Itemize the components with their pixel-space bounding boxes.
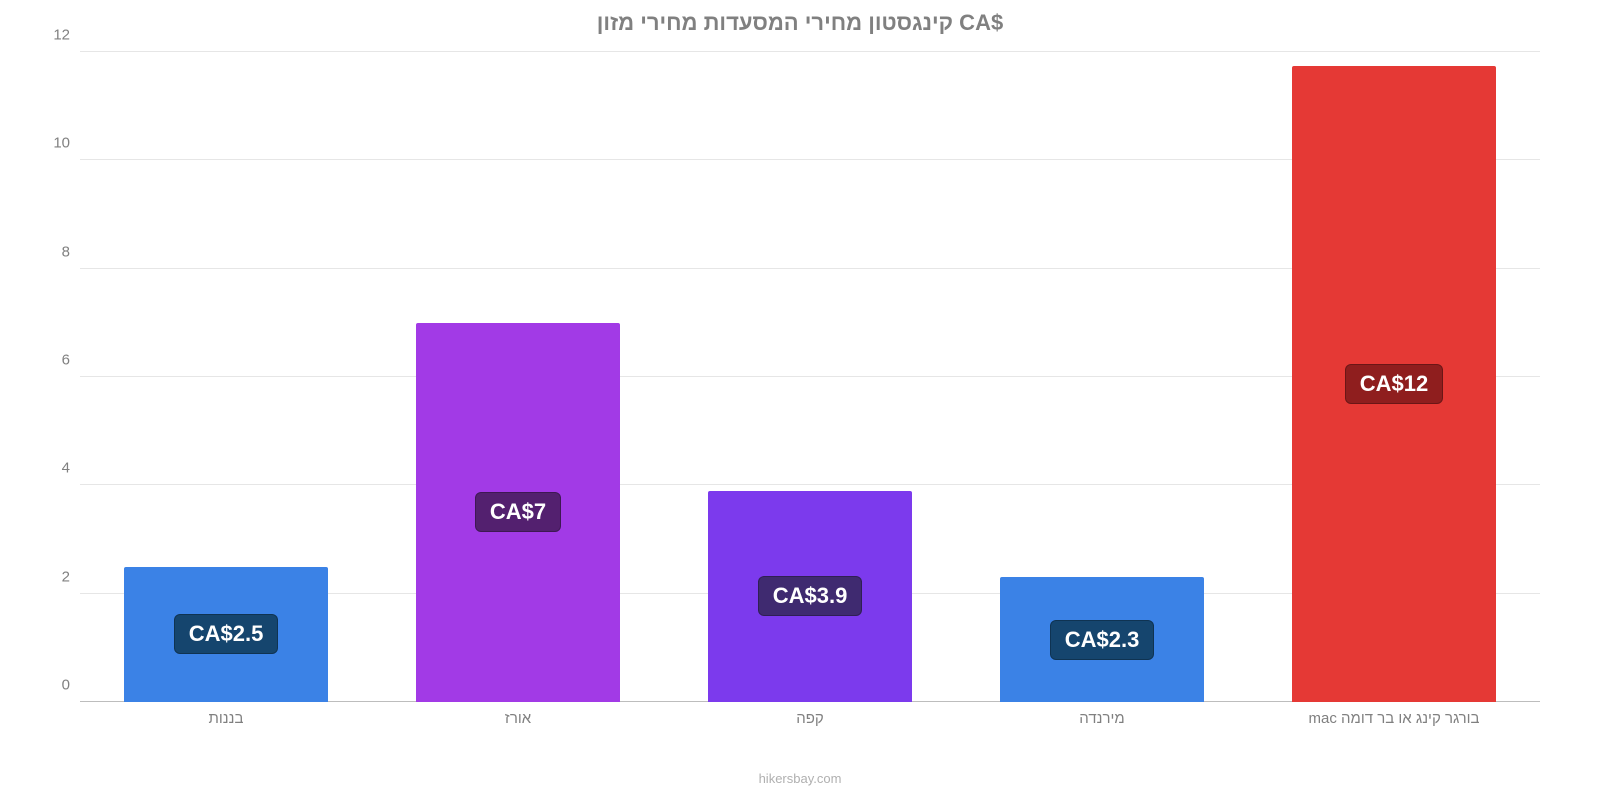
x-tick: בננות — [80, 704, 372, 732]
chart-container: קינגסטון מחירי המסעדות מחירי מזון CA$ 0 2… — [40, 10, 1560, 790]
y-tick: 12 — [53, 27, 70, 44]
bar-slot: CA$2.3 — [956, 52, 1248, 702]
bar-slot: CA$2.5 — [80, 52, 372, 702]
x-tick: מירנדה — [956, 704, 1248, 732]
bar-slot: CA$7 — [372, 52, 664, 702]
y-tick: 10 — [53, 135, 70, 152]
bar: CA$2.5 — [124, 567, 328, 702]
x-tick: אורז — [372, 704, 664, 732]
chart-title: קינגסטון מחירי המסעדות מחירי מזון CA$ — [40, 10, 1560, 36]
plot-area: 024681012 CA$12CA$2.3CA$3.9CA$7CA$2.5 בו… — [80, 52, 1540, 732]
bar-slot: CA$3.9 — [664, 52, 956, 702]
y-tick: 6 — [62, 352, 70, 369]
bar: CA$7 — [416, 323, 620, 702]
y-tick: 4 — [62, 460, 70, 477]
y-tick: 8 — [62, 243, 70, 260]
bar: CA$3.9 — [708, 491, 912, 702]
x-tick: קפה — [664, 704, 956, 732]
attribution: hikersbay.com — [40, 771, 1560, 786]
bars-region: CA$12 CA$2.3 CA$3.9 CA$7 CA$2.5 — [80, 52, 1540, 702]
bar: CA$2.3 — [1000, 577, 1204, 702]
bar-value-label: CA$7 — [475, 492, 561, 532]
x-tick: בורגר קינג או בר דומה mac — [1248, 704, 1540, 732]
bar-value-label: CA$3.9 — [758, 576, 863, 616]
bar-slot: CA$12 — [1248, 52, 1540, 702]
bar-value-label: CA$2.3 — [1050, 620, 1155, 660]
y-tick: 2 — [62, 568, 70, 585]
x-axis: בורגר קינג או בר דומה macמירנדהקפהאורזבנ… — [80, 704, 1540, 732]
bar: CA$12 — [1292, 66, 1496, 702]
y-axis: 024681012 — [40, 52, 76, 702]
bar-value-label: CA$12 — [1345, 364, 1443, 404]
bar-value-label: CA$2.5 — [174, 614, 279, 654]
y-tick: 0 — [62, 677, 70, 694]
